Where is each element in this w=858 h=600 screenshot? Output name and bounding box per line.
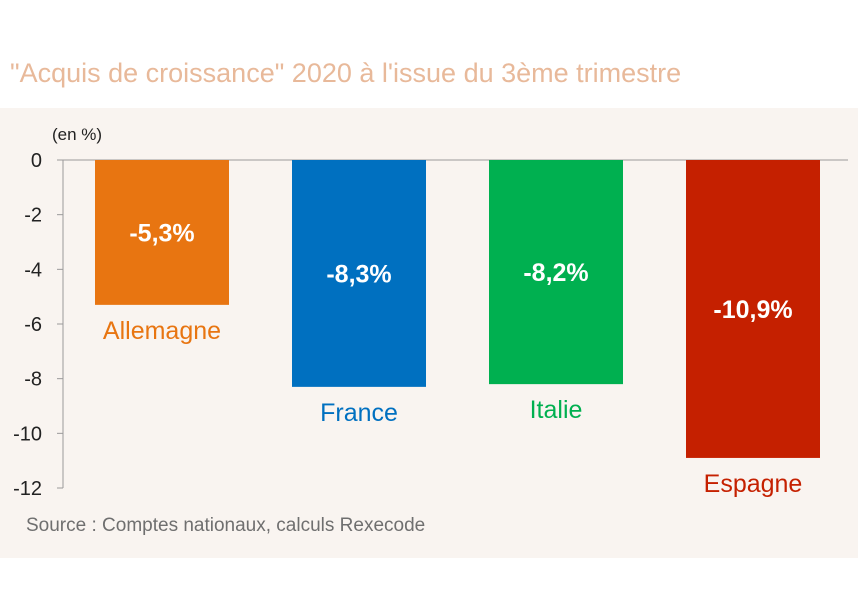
category-label-espagne: Espagne [704,470,803,498]
y-tick-label: -8 [24,369,42,391]
bar-espagne [686,160,820,458]
category-label-italie: Italie [530,396,583,424]
y-tick-label: -12 [13,478,42,500]
y-tick-label: -10 [13,423,42,445]
bar-value-label: -10,9% [713,296,792,324]
bar-value-label: -8,3% [326,260,391,288]
category-label-allemagne: Allemagne [103,317,221,345]
category-label-france: France [320,399,398,427]
bar-allemagne [95,160,229,305]
bar-value-label: -8,2% [523,259,588,287]
y-unit-label: (en %) [52,125,102,144]
y-tick-label: -4 [24,259,42,281]
chart-title: "Acquis de croissance" 2020 à l'issue du… [10,58,682,88]
y-tick-label: -2 [24,205,42,227]
bar-value-label: -5,3% [129,219,194,247]
y-tick-label: 0 [31,150,42,172]
y-tick-label: -6 [24,314,42,336]
source-note: Source : Comptes nationaux, calculs Rexe… [26,515,426,536]
bar-france [292,160,426,387]
bar-italie [489,160,623,385]
